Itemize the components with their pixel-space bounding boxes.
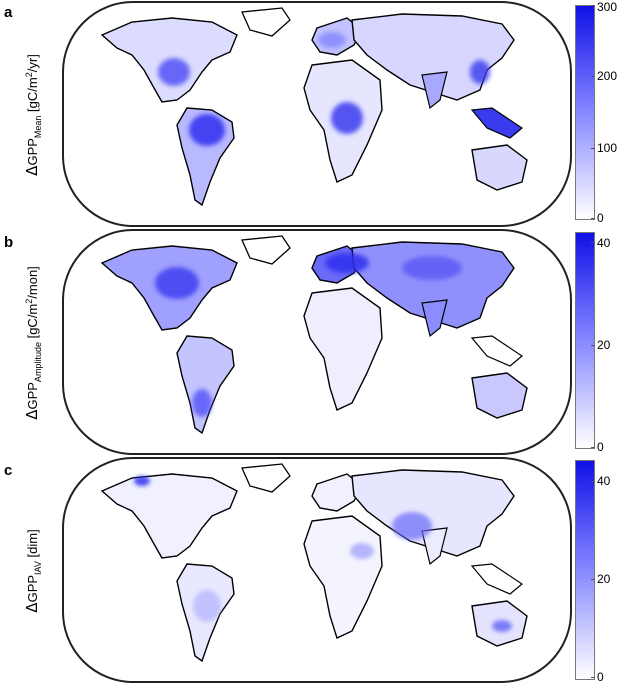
land-southeast-asia bbox=[470, 335, 524, 367]
ylabel-quantity: GPP bbox=[25, 574, 41, 603]
panel-a: a ΔGPPMean [gC/m2/yr] bbox=[0, 0, 623, 228]
colorbar-tickmark bbox=[591, 5, 595, 6]
land-north-america bbox=[100, 473, 238, 559]
land-south-america bbox=[176, 335, 235, 435]
ylabel-unit: [gC/m bbox=[25, 77, 41, 112]
land-africa bbox=[303, 515, 383, 639]
ylabel-subscript: Amplitude bbox=[32, 342, 43, 383]
gpp-hotspots bbox=[155, 253, 462, 417]
land-asia bbox=[351, 469, 515, 557]
panel-letter: a bbox=[4, 4, 13, 21]
colorbar-tick: 0 bbox=[597, 440, 604, 454]
colorbar-tickmark bbox=[591, 242, 595, 243]
colorbar-tick: 300 bbox=[597, 0, 618, 14]
land-india bbox=[421, 71, 448, 110]
colorbar-tick: 0 bbox=[597, 211, 604, 225]
colorbar-tickmark bbox=[591, 76, 595, 77]
ylabel-unit-exponent: 2 bbox=[23, 72, 34, 78]
ylabel-quantity: GPP bbox=[25, 382, 41, 410]
map-frame bbox=[62, 457, 572, 683]
map-frame bbox=[62, 1, 572, 227]
y-axis-label: ΔGPPAmplitude [gC/m2/mon] bbox=[20, 232, 46, 454]
colorbar-tickmark bbox=[591, 481, 595, 482]
map-content bbox=[100, 7, 528, 207]
delta-symbol: Δ bbox=[23, 409, 42, 420]
ylabel-unit-exponent: 2 bbox=[23, 298, 34, 304]
land-india bbox=[421, 527, 448, 566]
colorbar-tick: 200 bbox=[597, 69, 618, 83]
world-map bbox=[62, 1, 572, 227]
panel-letter: c bbox=[4, 462, 13, 479]
y-axis-label: ΔGPPMean [gC/m2/yr] bbox=[20, 4, 46, 226]
colorbar-tick: 20 bbox=[597, 338, 611, 352]
gpp-hotspots bbox=[158, 32, 490, 146]
ylabel-quantity: GPP bbox=[25, 138, 41, 166]
land-australia bbox=[471, 144, 528, 191]
panel-b: b ΔGPPAmplitude [gC/m2/mon] bbox=[0, 228, 623, 456]
land-southeast-asia bbox=[470, 107, 524, 139]
colorbar bbox=[575, 460, 595, 680]
land-southeast-asia bbox=[470, 563, 524, 595]
ylabel-subscript: IAV bbox=[32, 561, 43, 575]
map-content bbox=[100, 463, 528, 663]
land-australia bbox=[471, 372, 528, 419]
colorbar-tickmark bbox=[591, 218, 595, 219]
colorbar-tick: 0 bbox=[597, 670, 604, 684]
colorbar-tickmark bbox=[591, 677, 595, 678]
colorbar bbox=[575, 5, 595, 220]
ylabel-subscript: Mean bbox=[32, 115, 43, 139]
map-content bbox=[100, 235, 528, 435]
y-axis-label: ΔGPPIAV [dim] bbox=[20, 460, 46, 682]
land-asia bbox=[351, 241, 515, 329]
world-map bbox=[62, 457, 572, 683]
colorbar-tickmark bbox=[591, 345, 595, 346]
colorbar-tick: 20 bbox=[597, 572, 611, 586]
colorbar-tick: 40 bbox=[597, 474, 611, 488]
land-india bbox=[421, 299, 448, 338]
colorbar-tickmark bbox=[591, 148, 595, 149]
ylabel-unit-tail: /yr] bbox=[25, 54, 41, 73]
panel-c: c ΔGPPIAV [dim] bbox=[0, 456, 623, 685]
panel-letter: b bbox=[4, 234, 14, 251]
land-greenland bbox=[241, 463, 291, 493]
world-map bbox=[62, 229, 572, 455]
land-africa bbox=[303, 287, 383, 411]
colorbar-tickmark bbox=[591, 447, 595, 448]
map-frame bbox=[62, 229, 572, 455]
ylabel-unit-tail: /mon] bbox=[25, 266, 41, 299]
land-greenland bbox=[241, 235, 291, 265]
land-europe bbox=[311, 473, 363, 512]
colorbar-tick: 40 bbox=[597, 236, 611, 250]
land-greenland bbox=[241, 7, 291, 37]
colorbar-tickmark bbox=[591, 579, 595, 580]
colorbar-tick: 100 bbox=[597, 141, 618, 155]
delta-symbol: Δ bbox=[23, 165, 42, 176]
ylabel-unit: [gC/m bbox=[25, 303, 41, 339]
gpp-hotspots bbox=[134, 476, 512, 632]
colorbar bbox=[575, 232, 595, 449]
delta-symbol: Δ bbox=[23, 602, 42, 613]
ylabel-unit: [dim] bbox=[25, 529, 41, 558]
